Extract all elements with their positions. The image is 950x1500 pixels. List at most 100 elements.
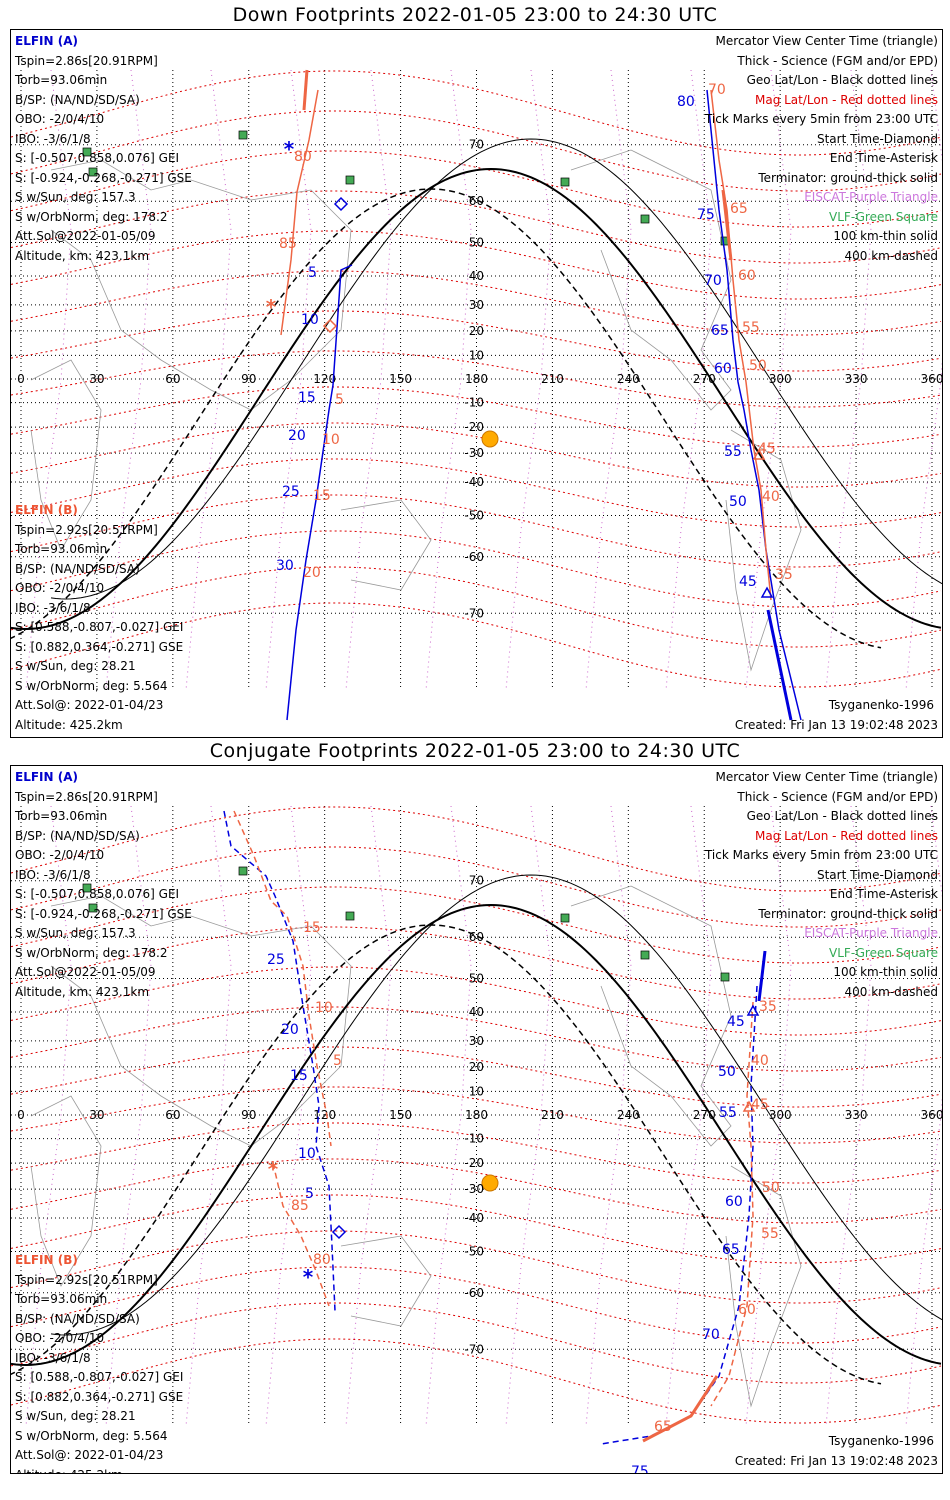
elfin-a-tick-label: 20 xyxy=(288,428,306,444)
elfin-a-tick-label: 75 xyxy=(631,1464,649,1473)
lon-tick-label: 210 xyxy=(541,372,564,386)
elfin-b-tick-label: 85 xyxy=(279,236,297,252)
vlf-station-square xyxy=(345,911,355,921)
elfin-a-torb: Torb=93.06min xyxy=(15,73,108,87)
elfin-a-name: ELFIN (A) xyxy=(15,34,78,48)
elfin-a-s-gei: S: [-0.507,0.858,0.076] GEI xyxy=(15,151,180,165)
elfin-b-tick-label: 10 xyxy=(322,432,340,448)
terminator-100km-line xyxy=(50,874,942,1336)
elfin-b-tick-label: 40 xyxy=(751,1053,769,1069)
mag-parallel xyxy=(11,1194,942,1264)
vlf-station-square xyxy=(560,177,570,187)
elfin-a-torb: Torb=93.06min xyxy=(15,809,108,823)
legend-mag-grid: Mag Lat/Lon - Red dotted lines xyxy=(754,828,938,843)
mag-parallel xyxy=(11,190,942,264)
lon-tick-label: 300 xyxy=(769,1108,792,1122)
elfin-a-tick-label: 70 xyxy=(702,1327,720,1343)
elfin-a-tick-label: 75 xyxy=(697,207,715,223)
continent-outline-south-america xyxy=(725,429,802,672)
lon-tick-label: 120 xyxy=(313,372,336,386)
elfin-a-tick-label: 55 xyxy=(724,444,742,460)
mag-parallel xyxy=(11,602,942,688)
elfin-b-tick-label: 65 xyxy=(730,201,748,217)
elfin-b-name: ELFIN (B) xyxy=(15,503,78,517)
lon-tick-label: 330 xyxy=(845,1108,868,1122)
elfin-a-tick-label: 15 xyxy=(290,1068,308,1084)
model-label: Tsyganenko-1996 xyxy=(828,698,934,712)
lat-tick-label: 60 xyxy=(469,194,484,208)
elfin-b-track-west-south xyxy=(272,1162,330,1307)
panel-title-conjugate: Conjugate Footprints 2022-01-05 23:00 to… xyxy=(209,740,741,762)
elfin-b-track-west xyxy=(233,810,332,1147)
elfin-a-s-gei: S: [-0.507,0.858,0.076] GEI xyxy=(15,887,180,901)
elfin-b-tick-label: 70 xyxy=(708,82,726,98)
legend-terminator: Terminator: ground-thick solid xyxy=(758,170,938,185)
lon-tick-label: 210 xyxy=(541,1108,564,1122)
continent-outline-south-america xyxy=(725,1165,802,1408)
elfin-b-science-segment xyxy=(642,1375,719,1443)
elfin-a-s-orb: S w/OrbNorm, deg: 178.2 xyxy=(15,209,168,224)
elfin-b-info: ELFIN (B) Tspin=2.92s[20.51RPM] Torb=93.… xyxy=(15,501,183,735)
elfin-b-info: ELFIN (B) Tspin=2.92s[20.51RPM] Torb=93.… xyxy=(15,1251,184,1473)
elfin-a-end-asterisk: * xyxy=(284,137,295,161)
elfin-b-s-gei: S: [0.588,-0.807,-0.027] GEI xyxy=(15,1370,184,1384)
elfin-b-center-triangle xyxy=(752,448,766,460)
lon-tick-label: 270 xyxy=(693,372,716,386)
legend-science: Thick - Science (FGM and/or EPD) xyxy=(737,789,938,804)
lon-tick-label: 240 xyxy=(617,372,640,386)
legend-geo-grid: Geo Lat/Lon - Black dotted lines xyxy=(746,809,938,823)
elfin-b-end-asterisk: * xyxy=(266,295,277,319)
elfin-a-ibo: IBO: -3/6/1/8 xyxy=(15,131,91,146)
elfin-b-tick-label: 50 xyxy=(762,1180,780,1196)
elfin-a-tick-label: 60 xyxy=(725,1194,743,1210)
elfin-b-obo: OBO: -2/0/4/10 xyxy=(15,1331,105,1345)
elfin-b-att: Att.Sol@: 2022-01-04/23 xyxy=(15,698,164,712)
elfin-a-end-asterisk: * xyxy=(303,1265,314,1289)
legend-eiscat: EISCAT-Purple Triangle xyxy=(804,190,938,204)
lat-tick-label: 50 xyxy=(469,972,484,986)
lat-tick-label: -70 xyxy=(464,606,484,620)
elfin-a-s-orb: S w/OrbNorm, deg: 178.2 xyxy=(15,945,168,960)
legend-start-time: Start Time-Diamond xyxy=(816,131,938,146)
lat-tick-label: -10 xyxy=(464,396,484,410)
elfin-b-tick-label: 20 xyxy=(303,565,321,581)
mag-parallel xyxy=(11,494,942,568)
lat-tick-label: -70 xyxy=(464,1342,484,1356)
vlf-station-square xyxy=(345,175,355,185)
elfin-a-tspin: Tspin=2.86s[20.91RPM] xyxy=(15,789,158,804)
mag-meridian xyxy=(345,69,392,691)
elfin-b-s-sun: S w/Sun, deg: 28.21 xyxy=(15,659,136,673)
elfin-a-center-triangle xyxy=(746,1004,760,1016)
elfin-a-tick-label: 60 xyxy=(714,361,732,377)
vlf-station-square xyxy=(560,913,570,923)
elfin-a-tick-label: 15 xyxy=(298,390,316,406)
elfin-a-tick-label: 25 xyxy=(267,952,285,968)
panel-title-down: Down Footprints 2022-01-05 23:00 to 24:3… xyxy=(232,4,718,26)
legend-end-time: End Time-Asterisk xyxy=(829,151,938,165)
lat-tick-label: -20 xyxy=(464,1156,484,1170)
legend-terminator: Terminator: ground-thick solid xyxy=(758,906,938,921)
continent-outline-north-america xyxy=(570,885,732,1147)
elfin-a-obo: OBO: -2/0/4/10 xyxy=(15,848,105,862)
elfin-a-s-gse: S: [-0.924,-0.268,-0.271] GSE xyxy=(15,170,192,185)
elfin-a-tick-label: 30 xyxy=(276,558,294,574)
model-label: Tsyganenko-1996 xyxy=(828,1434,934,1448)
elfin-a-tick-label: 55 xyxy=(719,1105,737,1121)
elfin-b-tick-label: 60 xyxy=(738,268,756,284)
elfin-a-tick-label: 5 xyxy=(305,1186,314,1202)
elfin-a-bsp: B/SP: (NA/ND/SD/SA) xyxy=(15,828,140,843)
elfin-b-name: ELFIN (B) xyxy=(15,1253,78,1267)
lon-tick-label: 60 xyxy=(165,372,180,386)
elfin-a-alt: Altitude, km: 423.1km xyxy=(15,984,150,999)
elfin-a-tick-label: 25 xyxy=(282,484,300,500)
elfin-a-att: Att.Sol@2022-01-05/09 xyxy=(15,229,156,243)
legend-science: Thick - Science (FGM and/or EPD) xyxy=(737,53,938,68)
vlf-station-square xyxy=(88,903,98,913)
elfin-b-track-east xyxy=(710,89,772,601)
legend-400km: 400 km-dashed xyxy=(844,248,938,263)
lat-tick-label: -50 xyxy=(464,508,484,522)
vlf-station-square xyxy=(720,972,730,982)
mag-parallel xyxy=(11,1158,942,1224)
created-label: Created: Fri Jan 13 19:02:48 2023 xyxy=(734,1454,938,1468)
elfin-a-science-segment xyxy=(766,609,793,721)
